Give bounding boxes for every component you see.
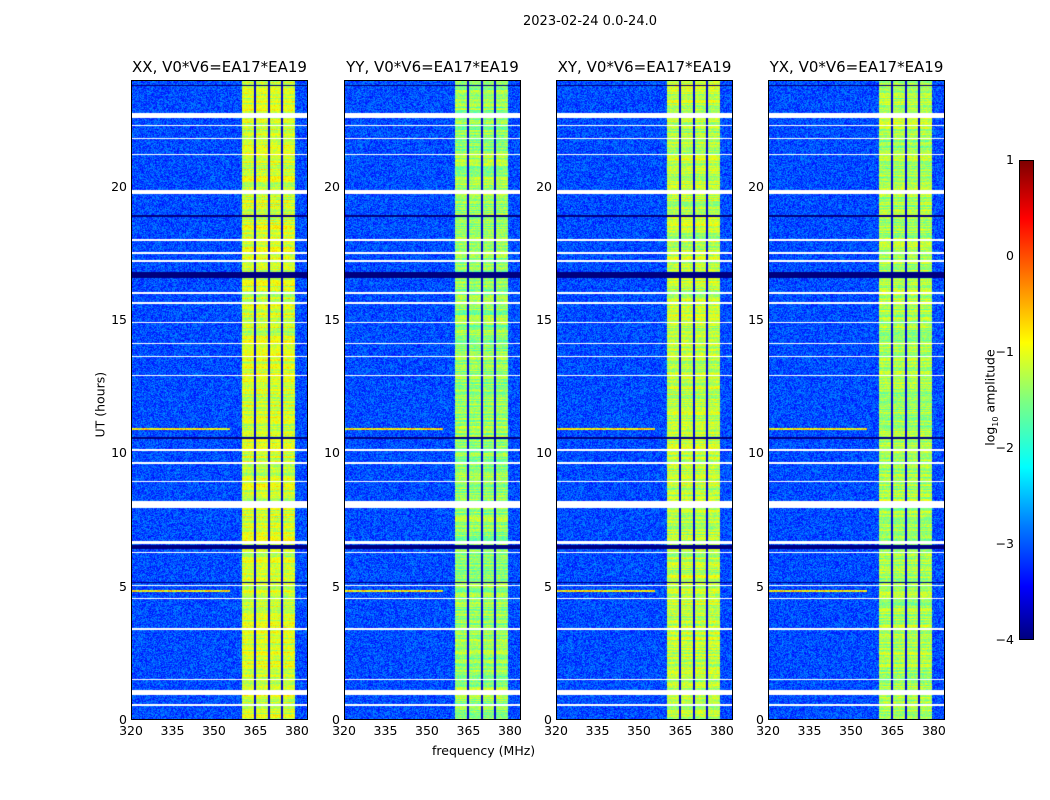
x-tick-label: 380 <box>285 723 309 738</box>
colorbar-tick-label: 0 <box>1006 248 1014 263</box>
y-tick-label: 15 <box>536 312 552 327</box>
figure-title: 2023-02-24 0.0-24.0 <box>523 14 657 29</box>
y-tick-label: 20 <box>748 178 764 194</box>
y-tick-label: 10 <box>536 445 552 461</box>
spectrogram-panel <box>556 80 733 720</box>
y-tick-label: 5 <box>544 578 552 594</box>
spectrogram-image <box>769 81 944 719</box>
y-axis-label: UT (hours) <box>92 371 108 438</box>
y-tick-label: 5 <box>119 578 127 594</box>
spectrogram-image <box>557 81 732 719</box>
y-tick-label: 10 <box>111 445 127 461</box>
y-tick-label: 10 <box>324 445 340 461</box>
panel-title: YX, V0*V6=EA17*EA19 <box>769 58 944 76</box>
y-tick-label: 15 <box>111 312 127 327</box>
x-axis-label: frequency (MHz) <box>432 743 536 758</box>
colorbar <box>1019 160 1034 640</box>
colorbar-tick-label: −4 <box>995 632 1014 647</box>
y-tick-label: 10 <box>748 445 764 461</box>
panel-title: XY, V0*V6=EA17*EA19 <box>557 58 732 76</box>
panel-title: YY, V0*V6=EA17*EA19 <box>346 58 519 76</box>
spectrogram-panel <box>344 80 521 720</box>
x-tick-label: 350 <box>839 723 863 738</box>
y-tick-label: 5 <box>332 578 340 594</box>
y-tick-label: 15 <box>324 312 340 327</box>
x-tick-label: 380 <box>710 723 734 738</box>
x-tick-label: 350 <box>415 723 439 738</box>
spectrogram-panel <box>768 80 945 720</box>
y-tick-label: 20 <box>111 178 127 194</box>
y-tick-label: 0 <box>332 712 340 727</box>
spectrogram-image <box>132 81 307 719</box>
spectrogram-image <box>345 81 520 719</box>
y-tick-label: 0 <box>119 712 127 727</box>
panel-title: XX, V0*V6=EA17*EA19 <box>132 58 307 76</box>
x-tick-label: 320 <box>756 723 780 738</box>
x-tick-label: 365 <box>668 723 693 738</box>
x-tick-label: 365 <box>243 723 268 738</box>
x-tick-label: 335 <box>160 723 185 738</box>
spectrogram-panel <box>131 80 308 720</box>
x-tick-label: 320 <box>332 723 356 738</box>
x-tick-label: 350 <box>627 723 651 738</box>
x-tick-label: 350 <box>202 723 226 738</box>
x-tick-label: 365 <box>456 723 481 738</box>
colorbar-label: log10 amplitude <box>982 349 1000 446</box>
y-tick-label: 15 <box>748 312 764 327</box>
x-tick-label: 335 <box>585 723 610 738</box>
x-tick-label: 380 <box>498 723 522 738</box>
y-tick-label: 5 <box>756 578 764 594</box>
colorbar-tick-label: −3 <box>995 536 1014 551</box>
y-tick-label: 0 <box>756 712 764 727</box>
x-tick-label: 320 <box>119 723 143 738</box>
y-tick-label: 0 <box>544 712 552 727</box>
x-tick-label: 335 <box>797 723 822 738</box>
colorbar-tick-label: −2 <box>995 440 1014 455</box>
x-tick-label: 335 <box>373 723 398 738</box>
colorbar-tick-label: 1 <box>1006 152 1014 167</box>
y-tick-label: 20 <box>536 178 552 194</box>
x-tick-label: 320 <box>544 723 568 738</box>
x-tick-label: 365 <box>880 723 905 738</box>
y-tick-label: 20 <box>324 178 340 194</box>
x-tick-label: 380 <box>922 723 946 738</box>
colorbar-tick-label: −1 <box>995 344 1014 359</box>
